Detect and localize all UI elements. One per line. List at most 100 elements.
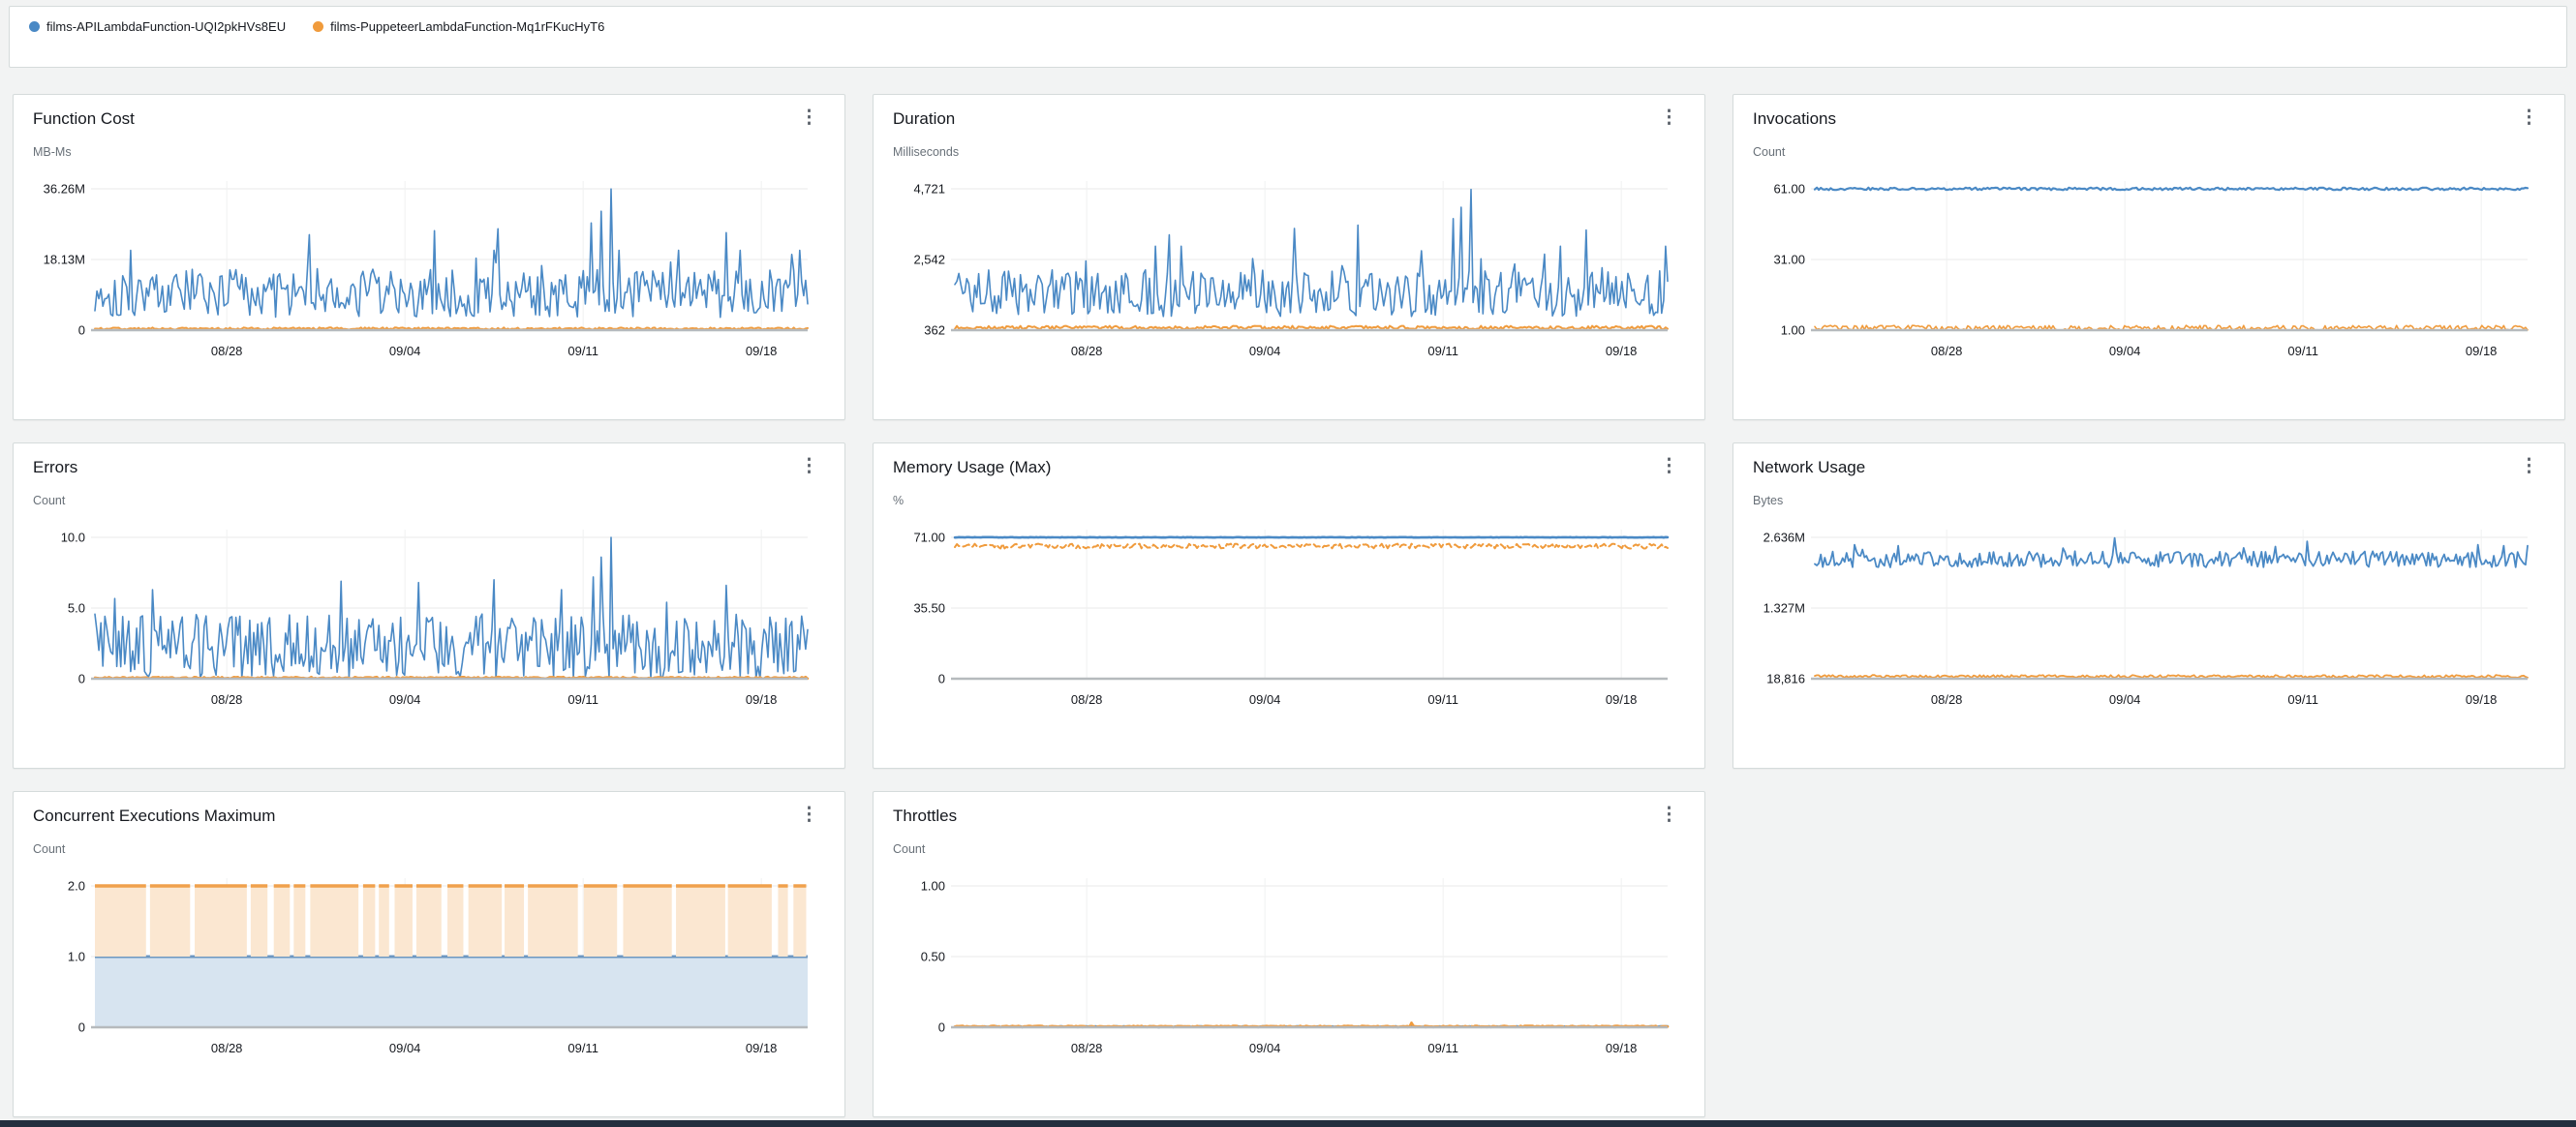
- legend-bar: films-APILambdaFunction-UQI2pkHVs8EU fil…: [9, 6, 2567, 68]
- svg-text:0: 0: [78, 672, 85, 686]
- chart-panel-errors: Errors ⋮ Count 08/28 09/04 09/11 09/18 10.0 5…: [13, 442, 845, 769]
- panel-title: Network Usage: [1753, 458, 1866, 476]
- svg-text:09/04: 09/04: [1249, 1041, 1281, 1055]
- svg-text:09/18: 09/18: [1606, 344, 1638, 358]
- svg-text:09/18: 09/18: [746, 344, 778, 358]
- svg-text:08/28: 08/28: [211, 692, 243, 707]
- console-footer-edge: [0, 1120, 2576, 1127]
- svg-text:10.0: 10.0: [61, 531, 85, 545]
- kebab-menu-icon[interactable]: ⋮: [1660, 107, 1678, 128]
- chart-panel-memory-usage-max: Memory Usage (Max) ⋮ % 08/28 09/04 09/11 09…: [873, 442, 1705, 769]
- svg-text:0: 0: [938, 1020, 945, 1035]
- panel-title: Invocations: [1753, 109, 1836, 128]
- svg-text:61.00: 61.00: [1773, 182, 1805, 197]
- kebab-menu-icon[interactable]: ⋮: [800, 805, 818, 825]
- svg-text:09/18: 09/18: [2466, 692, 2498, 707]
- panel-title: Function Cost: [33, 109, 135, 128]
- y-axis-unit-label: %: [893, 494, 905, 507]
- svg-text:1.00: 1.00: [921, 879, 945, 894]
- svg-text:1.0: 1.0: [68, 950, 85, 964]
- panel-title: Errors: [33, 458, 78, 476]
- chart-area[interactable]: 08/28 09/04 09/11 09/18 2.636M 1.327M 18,816: [1753, 514, 2545, 749]
- svg-text:4,721: 4,721: [913, 182, 945, 197]
- kebab-menu-icon[interactable]: ⋮: [2520, 107, 2538, 128]
- chart-panel-function-cost: Function Cost ⋮ MB-Ms 08/28 09/04 09/11 09/…: [13, 94, 845, 420]
- panel-title: Duration: [893, 109, 956, 128]
- svg-text:09/04: 09/04: [389, 1041, 421, 1055]
- svg-text:362: 362: [924, 323, 945, 338]
- svg-text:09/04: 09/04: [1249, 692, 1281, 707]
- chart-area[interactable]: 08/28 09/04 09/11 09/18 10.0 5.0 0: [33, 514, 825, 749]
- svg-text:09/04: 09/04: [389, 692, 421, 707]
- legend-label: films-PuppeteerLambdaFunction-Mq1rFKucHy…: [330, 19, 605, 34]
- svg-text:08/28: 08/28: [211, 1041, 243, 1055]
- chart-panel-duration: Duration ⋮ Milliseconds 08/28 09/04 09/11 0…: [873, 94, 1705, 420]
- svg-text:2.636M: 2.636M: [1763, 531, 1805, 545]
- svg-text:18,816: 18,816: [1766, 672, 1805, 686]
- legend-label: films-APILambdaFunction-UQI2pkHVs8EU: [46, 19, 287, 34]
- chart-area[interactable]: 08/28 09/04 09/11 09/18 2.0 1.0 0: [33, 863, 825, 1098]
- svg-text:2,542: 2,542: [913, 252, 945, 266]
- legend-item-puppeteer-lambda[interactable]: films-PuppeteerLambdaFunction-Mq1rFKucHy…: [313, 19, 604, 34]
- svg-text:31.00: 31.00: [1773, 253, 1805, 267]
- svg-text:09/04: 09/04: [389, 344, 421, 358]
- y-axis-unit-label: Count: [33, 842, 66, 856]
- panel-title: Concurrent Executions Maximum: [33, 807, 276, 825]
- svg-text:09/11: 09/11: [1427, 344, 1458, 358]
- y-axis-unit-label: MB-Ms: [33, 145, 72, 159]
- y-axis-unit-label: Count: [1753, 145, 1786, 159]
- svg-text:09/18: 09/18: [1606, 692, 1638, 707]
- kebab-menu-icon[interactable]: ⋮: [1660, 805, 1678, 825]
- cloudwatch-lambda-dashboard: { "icons": { "kebab": "⋮" }, "legend": {…: [0, 6, 2576, 1127]
- y-axis-unit-label: Count: [33, 494, 66, 507]
- kebab-menu-icon[interactable]: ⋮: [800, 107, 818, 128]
- svg-text:09/11: 09/11: [567, 344, 598, 358]
- series-color-dot-icon: [29, 21, 40, 32]
- svg-text:08/28: 08/28: [1931, 344, 1963, 358]
- chart-panel-throttles: Throttles ⋮ Count 08/28 09/04 09/11 09/18 1.…: [873, 791, 1705, 1117]
- svg-text:08/28: 08/28: [211, 344, 243, 358]
- panel-title: Throttles: [893, 807, 958, 825]
- svg-text:0.50: 0.50: [921, 950, 945, 964]
- svg-text:09/11: 09/11: [2287, 692, 2318, 707]
- series-color-dot-icon: [313, 21, 324, 32]
- svg-text:09/11: 09/11: [567, 692, 598, 707]
- svg-text:36.26M: 36.26M: [44, 182, 85, 197]
- chart-area[interactable]: 08/28 09/04 09/11 09/18 1.00 0.50 0: [893, 863, 1685, 1098]
- svg-text:1.327M: 1.327M: [1763, 601, 1805, 616]
- svg-text:09/18: 09/18: [746, 1041, 778, 1055]
- svg-text:0: 0: [938, 672, 945, 686]
- svg-text:1.00: 1.00: [1781, 323, 1805, 338]
- kebab-menu-icon[interactable]: ⋮: [800, 456, 818, 476]
- svg-text:09/11: 09/11: [1427, 692, 1458, 707]
- svg-text:0: 0: [78, 323, 85, 338]
- chart-area[interactable]: 08/28 09/04 09/11 09/18 71.00 35.50 0: [893, 514, 1685, 749]
- svg-text:18.13M: 18.13M: [44, 253, 85, 267]
- svg-text:09/11: 09/11: [2287, 344, 2318, 358]
- svg-text:08/28: 08/28: [1931, 692, 1963, 707]
- svg-text:08/28: 08/28: [1071, 344, 1103, 358]
- svg-text:09/18: 09/18: [2466, 344, 2498, 358]
- svg-text:08/28: 08/28: [1071, 692, 1103, 707]
- svg-text:09/11: 09/11: [567, 1041, 598, 1055]
- svg-text:09/04: 09/04: [2109, 692, 2141, 707]
- svg-text:09/11: 09/11: [1427, 1041, 1458, 1055]
- svg-text:08/28: 08/28: [1071, 1041, 1103, 1055]
- y-axis-unit-label: Milliseconds: [893, 145, 960, 159]
- chart-area[interactable]: 08/28 09/04 09/11 09/18 4,721 2,542 362: [893, 166, 1685, 401]
- svg-text:35.50: 35.50: [913, 601, 945, 616]
- chart-panel-network-usage: Network Usage ⋮ Bytes 08/28 09/04 09/11 09/…: [1733, 442, 2565, 769]
- chart-panel-invocations: Invocations ⋮ Count 08/28 09/04 09/11 09/18…: [1733, 94, 2565, 420]
- chart-area[interactable]: 08/28 09/04 09/11 09/18 36.26M 18.13M 0: [33, 166, 825, 401]
- svg-text:09/18: 09/18: [1606, 1041, 1638, 1055]
- kebab-menu-icon[interactable]: ⋮: [2520, 456, 2538, 476]
- svg-text:09/04: 09/04: [1249, 344, 1281, 358]
- widget-grid: Function Cost ⋮ MB-Ms 08/28 09/04 09/11 09/…: [0, 94, 2576, 1117]
- legend-item-api-lambda[interactable]: films-APILambdaFunction-UQI2pkHVs8EU: [29, 19, 286, 34]
- kebab-menu-icon[interactable]: ⋮: [1660, 456, 1678, 476]
- svg-text:0: 0: [78, 1020, 85, 1035]
- svg-text:5.0: 5.0: [68, 601, 85, 616]
- y-axis-unit-label: Count: [893, 842, 926, 856]
- svg-text:2.0: 2.0: [68, 879, 85, 894]
- chart-area[interactable]: 08/28 09/04 09/11 09/18 61.00 31.00 1.00: [1753, 166, 2545, 401]
